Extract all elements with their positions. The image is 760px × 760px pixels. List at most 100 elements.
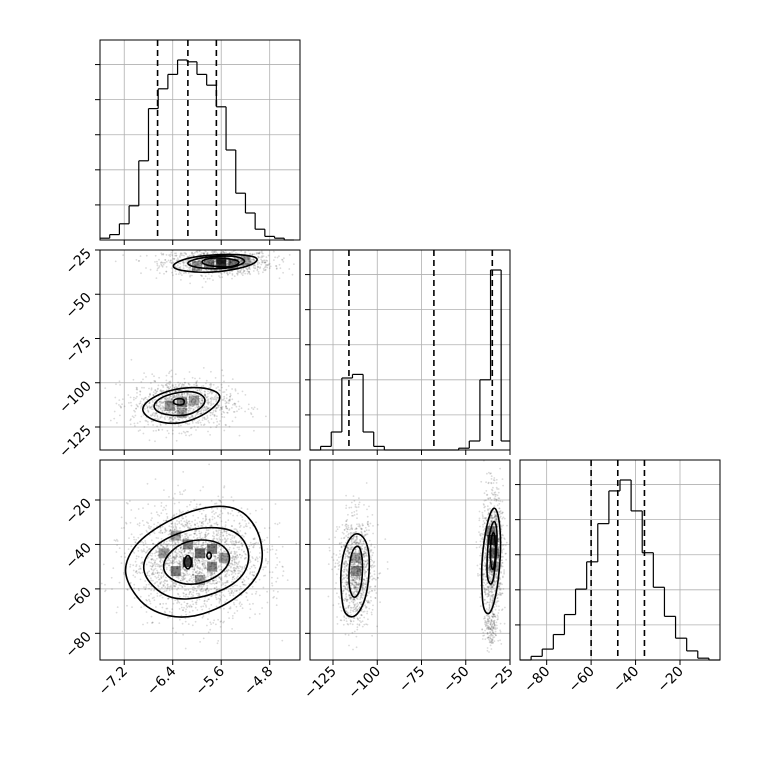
sample-point: [186, 570, 188, 573]
sample-point: [249, 253, 251, 256]
sample-point: [208, 541, 211, 544]
sample-point: [251, 556, 254, 558]
sample-point: [161, 548, 164, 551]
sample-point: [172, 556, 175, 558]
sample-point: [194, 519, 197, 521]
sample-point: [226, 274, 229, 276]
sample-point: [224, 402, 227, 405]
sample-point: [209, 261, 211, 264]
sample-point: [160, 263, 163, 266]
sample-point: [257, 252, 259, 255]
sample-point: [227, 519, 230, 522]
sample-point: [218, 499, 220, 501]
sample-point: [184, 489, 187, 491]
sample-point: [249, 273, 252, 276]
sample-point: [353, 514, 356, 516]
sample-point: [240, 259, 243, 262]
sample-point: [225, 530, 227, 533]
sample-point: [205, 592, 208, 594]
sample-point: [185, 397, 187, 400]
sample-point: [170, 525, 173, 528]
sample-point: [225, 569, 228, 572]
sample-point: [169, 399, 172, 402]
sample-point: [273, 259, 275, 261]
sample-point: [148, 561, 151, 564]
sample-point: [240, 260, 242, 262]
sample-point: [173, 258, 176, 260]
sample-point: [184, 402, 187, 405]
sample-point: [268, 267, 271, 269]
sample-point: [246, 263, 249, 265]
sample-point: [200, 572, 202, 574]
sample-point: [218, 551, 221, 553]
sample-point: [209, 382, 212, 385]
sample-point: [219, 599, 222, 602]
sample-point: [188, 268, 191, 271]
sample-point: [151, 552, 154, 555]
sample-point: [181, 567, 184, 570]
sample-point: [161, 261, 164, 264]
sample-point: [193, 567, 196, 569]
sample-point: [208, 571, 211, 574]
sample-point: [220, 501, 223, 504]
sample-point: [147, 522, 150, 525]
sample-point: [172, 556, 175, 559]
sample-point: [157, 408, 160, 411]
sample-point: [198, 259, 200, 262]
sample-point: [168, 403, 171, 406]
sample-point: [152, 571, 154, 574]
sample-point: [173, 530, 175, 533]
sample-point: [155, 412, 157, 415]
sample-point: [267, 254, 270, 257]
sample-point: [199, 570, 201, 573]
sample-point: [219, 409, 221, 411]
sample-point: [260, 256, 262, 259]
sample-point: [154, 575, 157, 578]
sample-point: [220, 408, 223, 410]
sample-point: [219, 538, 222, 541]
sample-point: [258, 578, 261, 581]
sample-point: [211, 594, 213, 597]
sample-point: [278, 561, 281, 563]
sample-point: [175, 254, 178, 257]
sample-point: [158, 565, 161, 568]
sample-point: [196, 403, 199, 406]
sample-point: [201, 542, 204, 545]
sample-point: [209, 572, 212, 575]
sample-point: [219, 529, 221, 532]
sample-point: [209, 628, 212, 631]
sample-point: [208, 589, 210, 592]
sample-point: [138, 589, 140, 592]
sample-point: [154, 581, 157, 584]
sample-point: [205, 589, 207, 592]
sample-point: [219, 500, 222, 502]
sample-point: [231, 559, 234, 562]
sample-point: [175, 273, 178, 276]
sample-point: [138, 522, 141, 525]
sample-point: [202, 541, 205, 544]
sample-point: [186, 539, 189, 541]
sample-point: [167, 404, 170, 407]
sample-point: [217, 546, 219, 549]
sample-point: [181, 555, 184, 558]
sample-point: [172, 406, 175, 409]
sample-point: [174, 417, 177, 420]
sample-point: [221, 369, 224, 372]
sample-point: [204, 409, 207, 412]
sample-point: [199, 395, 201, 397]
sample-point: [150, 387, 153, 390]
sample-point: [203, 536, 206, 538]
sample-point: [185, 264, 187, 267]
sample-point: [180, 400, 183, 403]
sample-point: [199, 536, 201, 539]
sample-point: [167, 550, 170, 553]
sample-point: [179, 262, 182, 265]
sample-point: [196, 566, 199, 569]
sample-point: [239, 247, 241, 249]
sample-point: [203, 582, 206, 585]
density-contour: [153, 390, 206, 417]
sample-point: [217, 530, 220, 532]
sample-point: [195, 396, 197, 399]
sample-point: [155, 563, 158, 565]
sample-point: [196, 268, 199, 271]
